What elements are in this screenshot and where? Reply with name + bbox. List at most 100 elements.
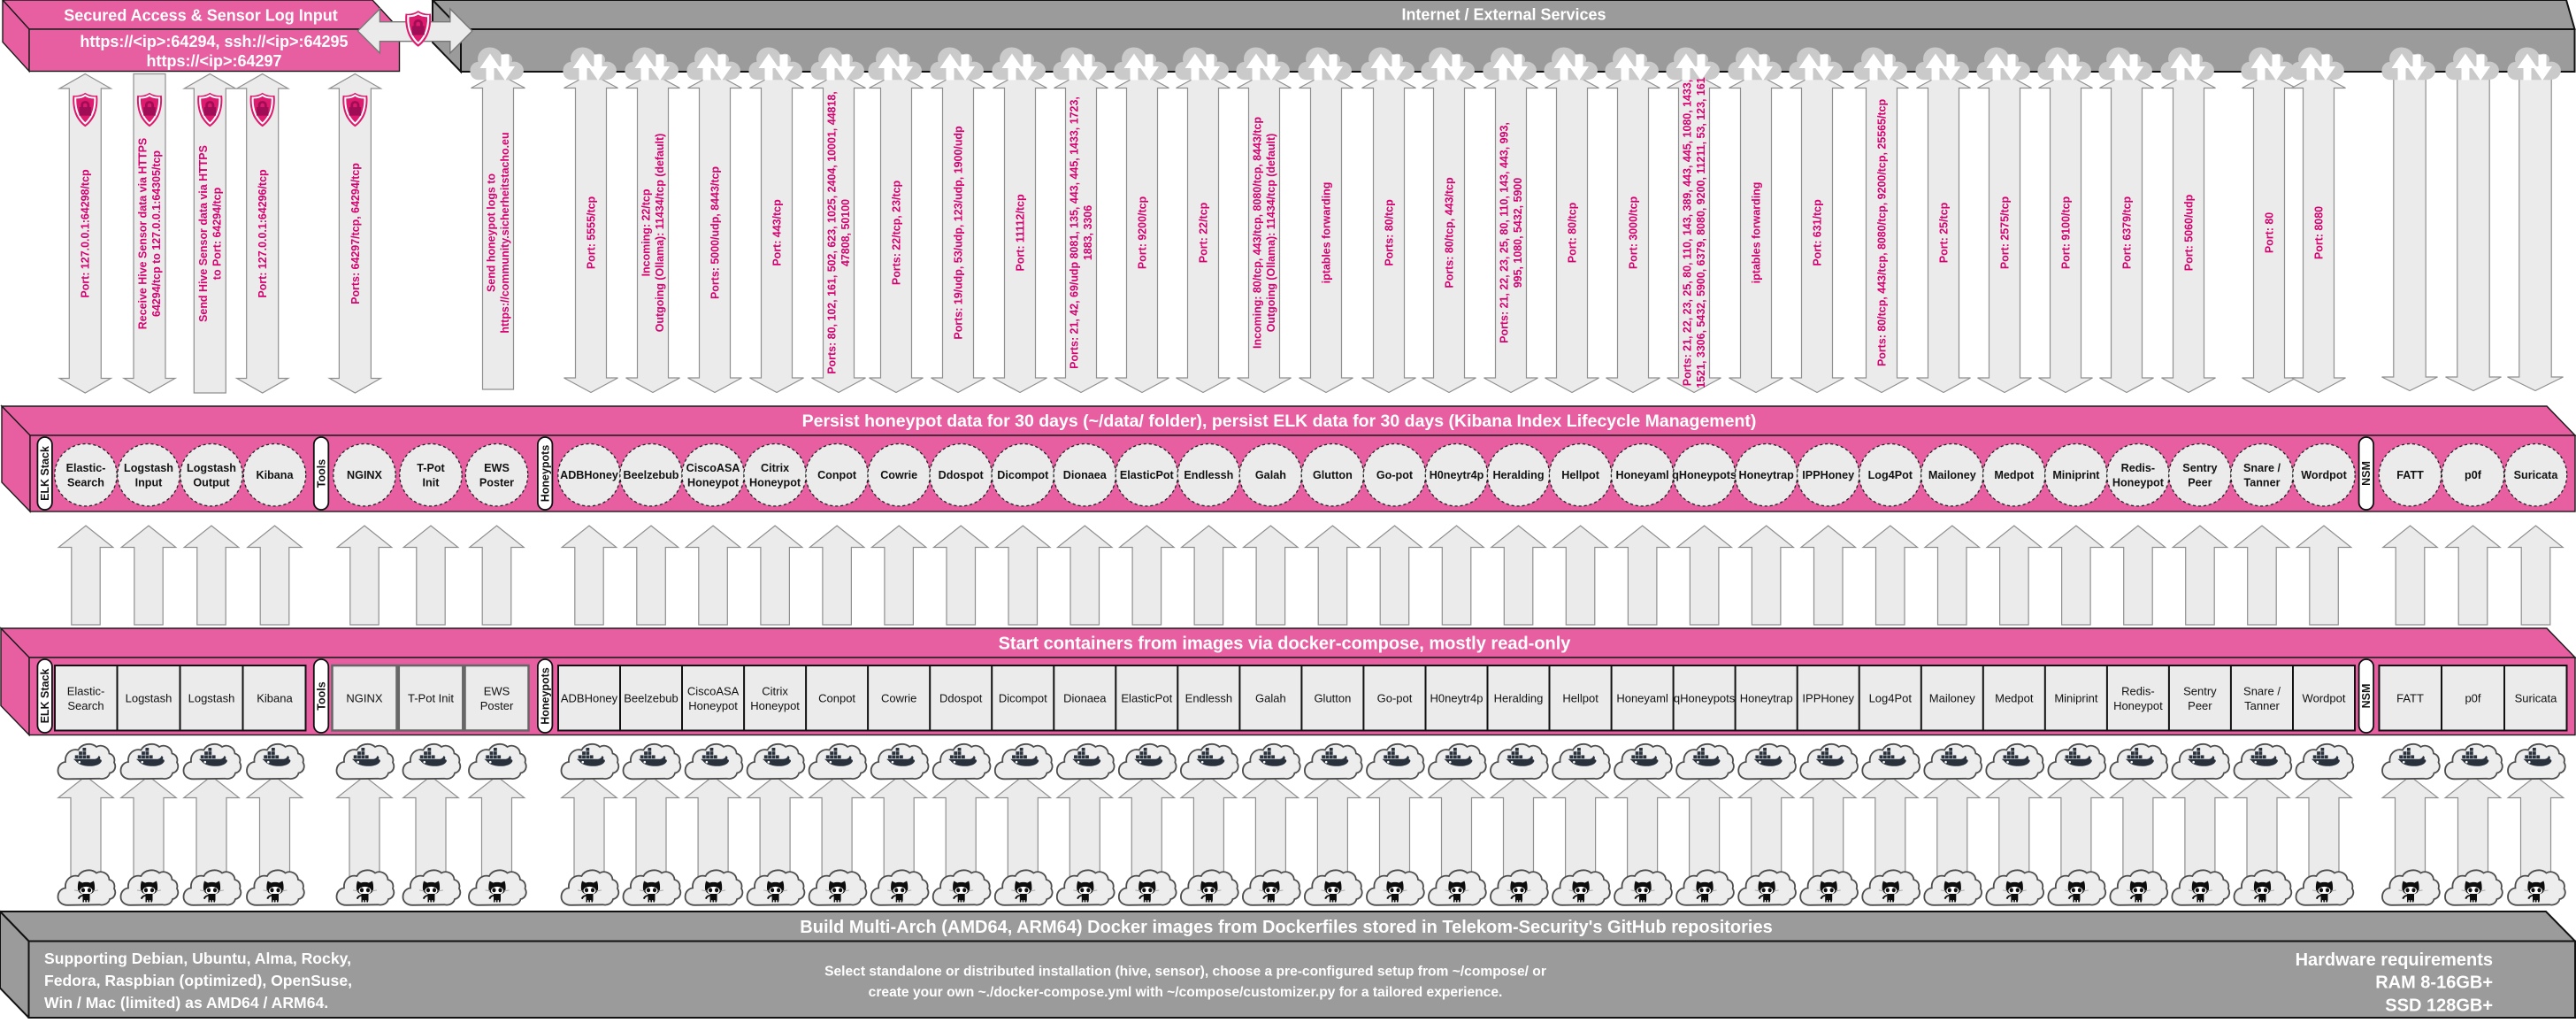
svg-text:Poster: Poster	[479, 476, 514, 488]
svg-text:Endlessh: Endlessh	[1184, 469, 1233, 481]
svg-text:Output: Output	[193, 476, 230, 488]
svg-text:Honeyaml: Honeyaml	[1615, 469, 1668, 481]
svg-text:Port: 631/tcp: Port: 631/tcp	[1811, 199, 1823, 266]
svg-text:Ports: 21, 42, 69/udp 8081, 13: Ports: 21, 42, 69/udp 8081, 135, 443, 44…	[1069, 96, 1081, 369]
svg-text:Port: 5555/tcp: Port: 5555/tcp	[585, 196, 597, 269]
svg-text:Poster: Poster	[480, 699, 514, 712]
svg-text:Tools: Tools	[315, 681, 327, 710]
svg-text:Port: 11112/tcp: Port: 11112/tcp	[1014, 194, 1026, 272]
svg-text:Init: Init	[423, 476, 441, 488]
svg-text:IPPHoney: IPPHoney	[1802, 469, 1854, 481]
svg-text:Ports: 64297/tcp, 64294/tcp: Ports: 64297/tcp, 64294/tcp	[349, 163, 362, 304]
svg-text:Ports: 80, 102, 161, 502, 623,: Ports: 80, 102, 161, 502, 623, 1025, 240…	[826, 91, 839, 373]
svg-text:1521, 3306, 5432, 5900, 6379,: 1521, 3306, 5432, 5900, 6379, 8080, 9200…	[1695, 77, 1707, 388]
svg-text:T-Pot Init: T-Pot Init	[408, 692, 454, 705]
svg-text:Endlessh: Endlessh	[1185, 692, 1232, 705]
svg-text:Tanner: Tanner	[2243, 476, 2280, 488]
svg-text:Wordpot: Wordpot	[2303, 692, 2346, 705]
svg-text:Port: 22/tcp: Port: 22/tcp	[1197, 202, 1209, 263]
svg-text:Dicompot: Dicompot	[999, 692, 1047, 705]
svg-text:Suricata: Suricata	[2515, 692, 2557, 705]
svg-text:Ports: 21, 22, 23, 25, 80, 110: Ports: 21, 22, 23, 25, 80, 110, 143, 389…	[1682, 80, 1694, 386]
svg-text:Honeypot: Honeypot	[2113, 699, 2163, 712]
svg-text:Port: 2575/tcp: Port: 2575/tcp	[1998, 196, 2011, 269]
svg-text:Port: 127.0.0.1:64296/tcp: Port: 127.0.0.1:64296/tcp	[257, 169, 269, 298]
svg-text:Honeytrap: Honeytrap	[1740, 692, 1793, 705]
svg-text:Peer: Peer	[2188, 699, 2212, 712]
svg-text:Log4Pot: Log4Pot	[1868, 469, 1913, 481]
svg-text:ElasticPot: ElasticPot	[1120, 469, 1175, 481]
svg-text:Port: 6379/tcp: Port: 6379/tcp	[2120, 196, 2133, 269]
svg-text:qHoneypots: qHoneypots	[1674, 692, 1736, 705]
svg-text:Mailoney: Mailoney	[1929, 692, 1976, 705]
svg-text:EWS: EWS	[484, 684, 510, 697]
svg-text:64294/tcp to 127.0.0.1:64305/t: 64294/tcp to 127.0.0.1:64305/tcp	[150, 150, 163, 317]
svg-text:FATT: FATT	[2396, 692, 2424, 705]
svg-text:https://community.sicherheitst: https://community.sicherheitstacho.eu	[499, 132, 511, 333]
svg-text:iptables forwarding: iptables forwarding	[1750, 182, 1762, 284]
svg-text:ADBHoney: ADBHoney	[561, 692, 618, 705]
svg-text:Kibana: Kibana	[257, 469, 295, 481]
svg-text:Ports: 22/tcp, 23/tcp: Ports: 22/tcp, 23/tcp	[890, 181, 902, 286]
svg-text:Send honeypot logs to: Send honeypot logs to	[486, 173, 498, 292]
svg-text:Peer: Peer	[2188, 476, 2212, 488]
svg-text:Dicompot: Dicompot	[997, 469, 1049, 481]
svg-text:ElasticPot: ElasticPot	[1121, 692, 1172, 705]
svg-text:T-Pot: T-Pot	[417, 462, 445, 474]
svg-text:Honeypot: Honeypot	[2112, 476, 2165, 488]
svg-text:Heralding: Heralding	[1494, 692, 1544, 705]
svg-text:Build Multi-Arch (AMD64, ARM64: Build Multi-Arch (AMD64, ARM64) Docker i…	[800, 918, 1772, 937]
svg-text:Honeypots: Honeypots	[540, 667, 552, 725]
svg-text:Honeypot: Honeypot	[687, 476, 740, 488]
svg-text:Snare /: Snare /	[2243, 684, 2281, 697]
svg-text:Citrix: Citrix	[761, 462, 789, 474]
svg-text:Honeypot: Honeypot	[749, 476, 801, 488]
svg-text:1883, 3306: 1883, 3306	[1082, 205, 1094, 260]
svg-text:Port: 9100/tcp: Port: 9100/tcp	[2059, 196, 2072, 269]
svg-text:Win / Mac (limited) as AMD64 /: Win / Mac (limited) as AMD64 / ARM64.	[44, 994, 328, 1011]
svg-text:p0f: p0f	[2465, 469, 2482, 481]
svg-text:Ports: 19/udp, 53/udp, 123/udp: Ports: 19/udp, 53/udp, 123/udp, 1900/udp	[952, 126, 964, 340]
svg-text:Incoming: 22/tcp: Incoming: 22/tcp	[640, 188, 653, 276]
svg-text:Secured Access & Sensor Log In: Secured Access & Sensor Log Input	[64, 7, 337, 25]
svg-text:Input: Input	[135, 476, 164, 488]
svg-text:Port: 8080: Port: 8080	[2312, 206, 2325, 259]
svg-text:NGINX: NGINX	[347, 469, 382, 481]
svg-text:Sentry: Sentry	[2183, 684, 2217, 697]
svg-text:create your own ~./docker-comp: create your own ~./docker-compose.yml wi…	[869, 985, 1503, 1000]
svg-text:Hardware requirements: Hardware requirements	[2296, 950, 2493, 970]
svg-text:Beelzebub: Beelzebub	[624, 692, 678, 705]
svg-text:Miniprint: Miniprint	[2054, 692, 2098, 705]
svg-text:Outgoing (Ollama): 11434/tcp (: Outgoing (Ollama): 11434/tcp (default)	[654, 134, 666, 333]
svg-text:Log4Pot: Log4Pot	[1869, 692, 1913, 705]
svg-text:995, 1080, 5432, 5900: 995, 1080, 5432, 5900	[1512, 178, 1524, 288]
svg-text:Kibana: Kibana	[257, 692, 293, 705]
svg-text:Outgoing (Ollama): 11434/tcp (: Outgoing (Ollama): 11434/tcp (default)	[1265, 134, 1277, 333]
svg-text:Port: 443/tcp: Port: 443/tcp	[770, 199, 783, 266]
svg-text:Go-pot: Go-pot	[1377, 692, 1413, 705]
svg-text:Sentry: Sentry	[2182, 462, 2217, 474]
svg-text:Honeypot: Honeypot	[750, 699, 800, 712]
svg-text:Start containers from images v: Start containers from images via docker-…	[999, 635, 1572, 654]
svg-text:IPPHoney: IPPHoney	[1802, 692, 1854, 705]
svg-text:Fedora, Raspbian (optimized),: Fedora, Raspbian (optimized), OpenSuse,	[44, 972, 352, 989]
svg-text:Port: 25/tcp: Port: 25/tcp	[1937, 202, 1950, 263]
svg-text:Medpot: Medpot	[1994, 469, 2035, 481]
svg-text:Redis-: Redis-	[2121, 684, 2155, 697]
svg-text:ELK Stack: ELK Stack	[39, 446, 51, 501]
svg-text:Persist honeypot data for 30 d: Persist honeypot data for 30 days (~/dat…	[802, 412, 1757, 431]
svg-text:Select standalone or distribut: Select standalone or distributed install…	[824, 965, 1546, 980]
svg-text:Heralding: Heralding	[1492, 469, 1544, 481]
svg-text:Elastic-: Elastic-	[67, 684, 105, 697]
svg-text:47808, 50100: 47808, 50100	[840, 199, 852, 266]
svg-text:Cowrie: Cowrie	[881, 692, 916, 705]
svg-text:Dionaea: Dionaea	[1063, 469, 1108, 481]
svg-text:NGINX: NGINX	[346, 692, 383, 705]
svg-text:Hellpot: Hellpot	[1562, 692, 1598, 705]
svg-text:Mailoney: Mailoney	[1928, 469, 1976, 481]
svg-text:RAM 8-16GB+: RAM 8-16GB+	[2375, 973, 2493, 993]
svg-text:ELK Stack: ELK Stack	[39, 669, 51, 724]
svg-text:Receive Hive Sensor data via H: Receive Hive Sensor data via HTTPS	[137, 138, 150, 329]
svg-text:Ports: 5000/udp, 8443/tcp: Ports: 5000/udp, 8443/tcp	[709, 166, 721, 299]
svg-text:EWS: EWS	[484, 462, 510, 474]
